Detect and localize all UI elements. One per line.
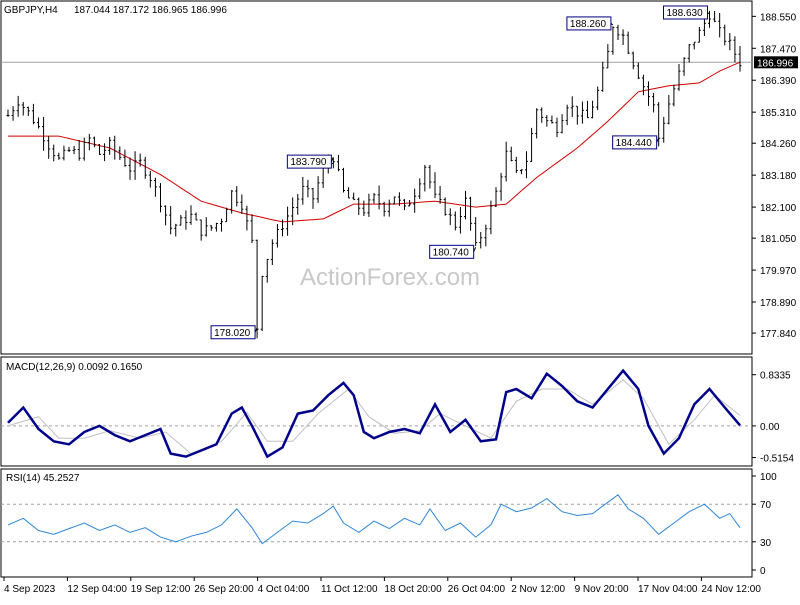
price-annotations-layer: 188.260 188.630 183.790 184.440 180.740 178.0… [210, 5, 710, 340]
price-y-tick-label-5: 183.180 [760, 171, 797, 182]
x-axis: 4 Sep 2023 12 Sep 04:00 19 Sep 12:00 26 Sep… [3, 577, 761, 595]
macd-y-tick-label-0: 0.8335 [760, 371, 791, 382]
rsi-y-tick-label-1: 70 [760, 500, 772, 511]
rsi-y-tick-label-3: 0 [760, 566, 766, 577]
price-panel[interactable] [0, 0, 753, 355]
price-y-tick-label-2: 186.390 [760, 76, 797, 87]
annotation-label-4: 180.740 [433, 247, 470, 258]
x-tick-label-11: 24 Nov 12:00 [701, 584, 761, 595]
macd-title: MACD(12,26,9) 0.0092 0.1650 [6, 362, 143, 373]
last-price-label: 186.996 [757, 58, 794, 69]
macd-y-tick-label-1: 0.00 [760, 422, 780, 433]
annotation-label-3: 184.440 [616, 138, 653, 149]
annotation-box-3 [612, 135, 658, 150]
x-tick-label-6: 18 Oct 20:00 [384, 584, 442, 595]
annotation-label-0: 188.260 [570, 19, 607, 30]
macd-y-tick-label-2: -0.5154 [760, 454, 794, 465]
macd-panel[interactable] [0, 356, 753, 467]
chart-symbol-title: GBPJPY,H4 [4, 5, 58, 16]
price-y-tick-label-0: 188.550 [760, 12, 797, 23]
annotation-label-1: 188.630 [667, 8, 704, 19]
price-y-tick-label-10: 177.840 [760, 329, 797, 340]
price-y-tick-label-1: 187.470 [760, 44, 797, 55]
rsi-layer: 100 70 30 0 [1, 472, 777, 577]
macd-signal-line [7, 379, 741, 455]
annotation-box-5 [210, 325, 256, 340]
last-price-box [754, 56, 798, 69]
x-tick-label-7: 26 Oct 04:00 [448, 584, 506, 595]
x-tick-label-0: 4 Sep 2023 [4, 584, 56, 595]
rsi-panel[interactable] [0, 468, 753, 578]
x-tick-label-9: 9 Nov 20:00 [575, 584, 629, 595]
x-tick-label-4: 4 Oct 04:00 [258, 584, 310, 595]
annotation-box-1 [663, 5, 708, 20]
annotation-box-4 [429, 244, 475, 259]
rsi-y-tick-label-2: 30 [760, 538, 772, 549]
annotation-label-2: 183.790 [290, 157, 327, 168]
chart-ohlc-readout: 187.044 187.172 186.965 186.996 [74, 5, 227, 16]
price-y-tick-label-9: 178.890 [760, 298, 797, 309]
price-y-tick-label-4: 184.260 [760, 139, 797, 150]
x-tick-label-1: 12 Sep 04:00 [67, 584, 127, 595]
macd-layer: 0.8335 0.00 -0.5154 [1, 368, 794, 465]
rsi-line [7, 494, 741, 545]
x-tick-label-8: 2 Nov 12:00 [511, 584, 565, 595]
x-tick-label-10: 17 Nov 04:00 [638, 584, 698, 595]
watermark: ActionForex.com [300, 264, 480, 291]
price-y-axis: 188.550 187.470 186.390 185.310 184.260 183.1… [1, 12, 798, 340]
x-tick-label-3: 26 Sep 20:00 [194, 584, 254, 595]
annotation-box-2 [286, 154, 332, 169]
x-tick-label-5: 11 Oct 12:00 [321, 584, 378, 595]
price-y-tick-label-7: 181.050 [760, 234, 797, 245]
rsi-y-tick-label-0: 100 [760, 472, 777, 483]
price-y-tick-label-6: 182.100 [760, 203, 797, 214]
price-y-tick-label-8: 179.970 [760, 266, 797, 277]
price-y-tick-label-3: 185.310 [760, 108, 797, 119]
annotation-label-5: 178.020 [214, 328, 251, 339]
price-candles-layer [6, 10, 742, 339]
annotation-box-0 [566, 16, 612, 31]
rsi-title: RSI(14) 45.2527 [6, 473, 80, 484]
x-tick-label-2: 19 Sep 12:00 [131, 584, 191, 595]
macd-main-line [7, 368, 741, 459]
